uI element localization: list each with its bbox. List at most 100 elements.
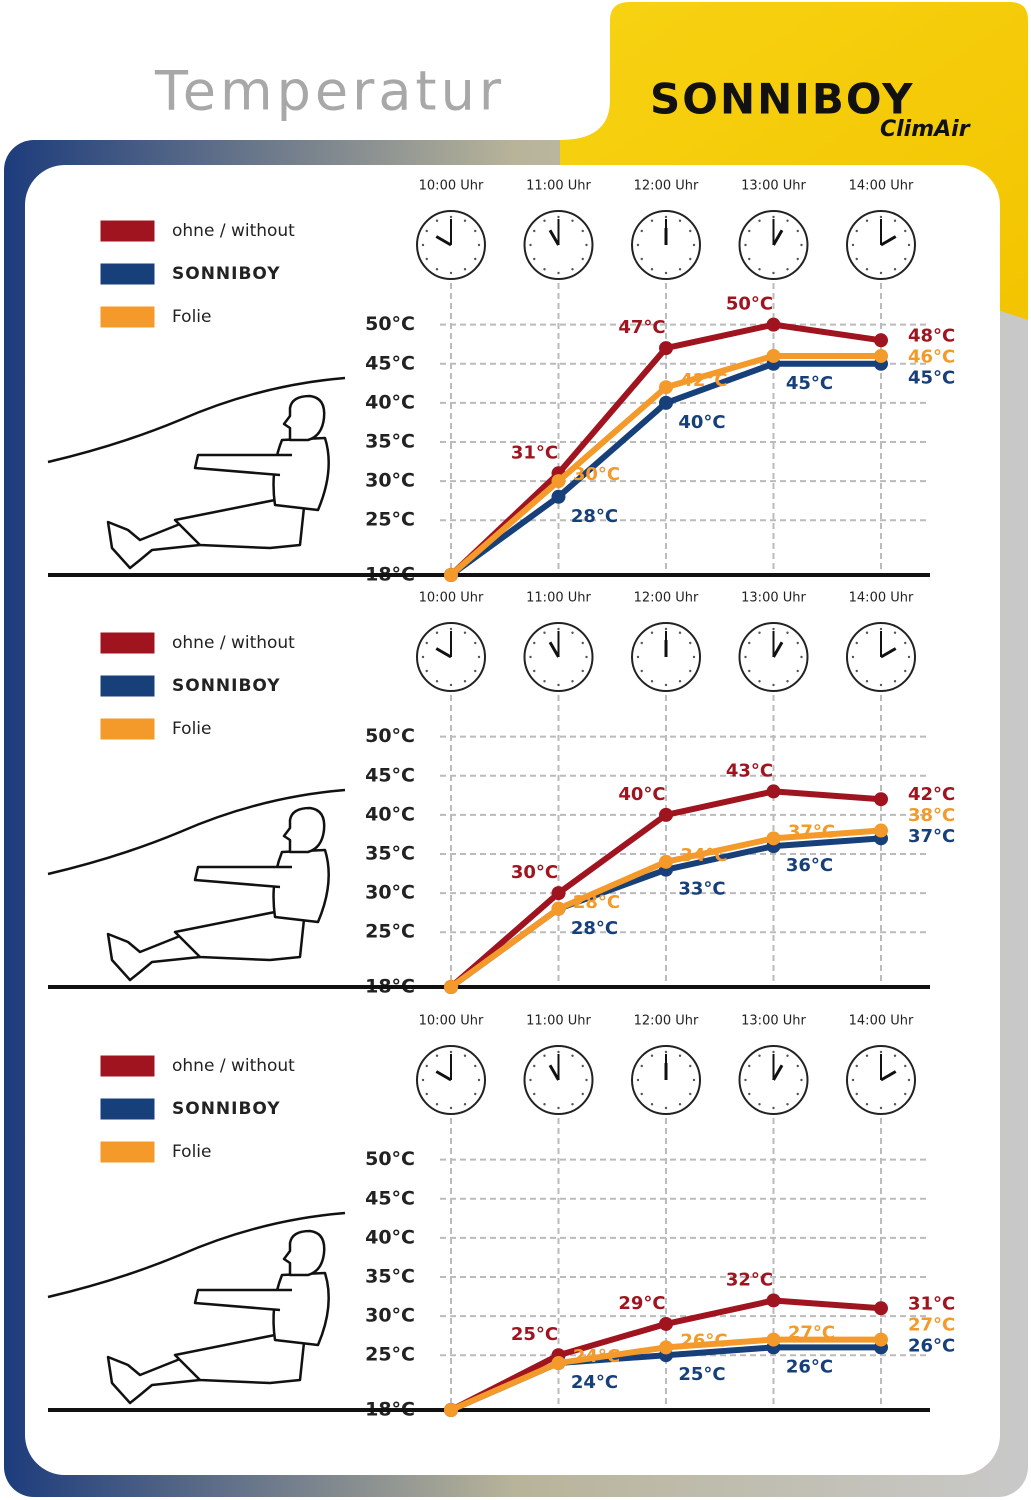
y-tick-label: 35°C <box>365 1266 415 1288</box>
clock-dot <box>581 669 584 673</box>
clock-dot <box>758 680 761 683</box>
clock-dot <box>463 631 467 634</box>
clock-dot <box>904 1092 907 1096</box>
clock-dot <box>748 641 751 645</box>
clock-dot <box>585 1078 588 1082</box>
data-point <box>444 568 458 582</box>
clock-dot <box>879 627 883 631</box>
value-label: 40°C <box>678 412 725 433</box>
value-label: 30°C <box>573 464 620 485</box>
x-tick-label: 12:00 Uhr <box>634 1014 699 1029</box>
clock-hour-hand <box>772 1064 784 1081</box>
data-point <box>874 792 888 807</box>
value-label: 29°C <box>618 1293 665 1314</box>
legend-swatch <box>99 219 156 243</box>
clock-dot <box>904 257 907 261</box>
clock-dot <box>640 1064 643 1068</box>
data-point <box>444 1403 458 1417</box>
clock-dot <box>758 1103 761 1106</box>
clock-dot <box>474 1064 477 1068</box>
clock-dot <box>581 641 584 645</box>
clock-dot <box>449 215 453 219</box>
data-point <box>551 901 566 916</box>
clock-dot <box>893 680 897 683</box>
y-tick-label: 30°C <box>365 1305 415 1327</box>
value-label: 47°C <box>618 317 665 338</box>
clock-hour-hand <box>772 641 784 658</box>
clock-dot <box>435 268 439 271</box>
clock-dot <box>571 1103 574 1106</box>
clock-dot <box>640 641 643 645</box>
shin <box>106 520 202 570</box>
torso <box>272 848 330 924</box>
data-point <box>766 317 781 332</box>
clock-dot <box>636 1078 640 1082</box>
clock-dot <box>893 631 897 634</box>
y-tick-label: 50°C <box>365 1148 415 1170</box>
clock-dot <box>865 680 869 683</box>
clock-dot <box>879 271 883 275</box>
clock-dot <box>879 1050 883 1054</box>
value-label: 42°C <box>680 370 727 391</box>
clock-dot <box>571 631 574 634</box>
clock-dot <box>678 1103 682 1106</box>
clock-dot <box>533 229 536 233</box>
clock-hour-hand <box>548 1064 560 1081</box>
clock-dot <box>636 655 640 659</box>
clock-dot <box>893 1054 897 1057</box>
clock-dot <box>689 229 692 233</box>
clock-dot <box>571 219 574 222</box>
clock-dot <box>664 271 668 275</box>
clock-dot <box>543 680 546 683</box>
clock-dot <box>904 641 907 645</box>
value-label: 31°C <box>511 442 558 463</box>
clock-dot <box>744 655 747 659</box>
x-tick-label: 14:00 Uhr <box>849 1014 914 1029</box>
legend-swatch <box>99 674 156 698</box>
clock-dot <box>557 271 560 275</box>
clock-dot <box>865 268 869 271</box>
y-tick-label: 35°C <box>365 431 415 453</box>
data-point <box>659 807 673 822</box>
y-tick-label: 45°C <box>365 352 415 374</box>
clock-dot <box>664 1106 668 1110</box>
charts: 10:00 Uhr 11:00 Uhr 12:00 Uhr 13:00 Uhr 14:0… <box>47 179 955 1421</box>
clock-dot <box>865 1054 869 1057</box>
shin <box>106 932 202 982</box>
clock-dot <box>865 1103 869 1106</box>
clock-hour-hand <box>880 647 897 659</box>
legend-label: SONNIBOY <box>172 1099 281 1119</box>
data-point <box>659 380 673 395</box>
head <box>282 394 326 442</box>
clock-dot <box>474 641 477 645</box>
x-tick-label: 10:00 Uhr <box>419 591 484 606</box>
data-point <box>766 1293 781 1308</box>
clock-dot <box>758 219 761 222</box>
clock-dot <box>851 243 855 247</box>
clock-dot <box>758 1054 761 1057</box>
clock-dot <box>571 1054 574 1057</box>
clock-dot <box>421 1078 425 1082</box>
clock-dot <box>904 229 907 233</box>
data-point <box>874 1332 888 1347</box>
clock-dot <box>463 1103 467 1106</box>
content-area <box>25 165 1000 1475</box>
legend-label: SONNIBOY <box>172 264 281 284</box>
data-point <box>659 395 673 410</box>
clock-dot <box>640 229 643 233</box>
clock-dot <box>543 268 546 271</box>
x-tick-label: 11:00 Uhr <box>526 179 591 194</box>
value-label: 45°C <box>786 373 833 394</box>
torso <box>272 1271 330 1347</box>
x-tick-label: 11:00 Uhr <box>526 1014 591 1029</box>
clock-dot <box>692 1078 696 1082</box>
clock-dot <box>543 1103 546 1106</box>
clock-dot <box>477 1078 481 1082</box>
data-point <box>551 474 566 489</box>
clock-dot <box>689 1092 692 1096</box>
clock-dot <box>449 627 453 631</box>
value-label: 26°C <box>786 1356 833 1377</box>
legend-label: SONNIBOY <box>172 676 281 696</box>
value-label: 34°C <box>680 845 727 866</box>
